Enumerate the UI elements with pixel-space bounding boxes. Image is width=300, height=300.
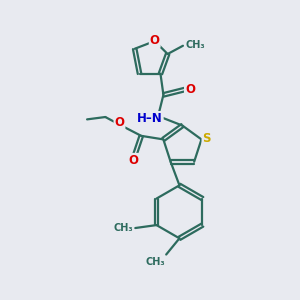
- Text: CH₃: CH₃: [185, 40, 205, 50]
- Text: O: O: [128, 154, 138, 167]
- Text: H–N: H–N: [137, 112, 163, 125]
- Text: O: O: [115, 116, 124, 129]
- Text: O: O: [185, 83, 195, 96]
- Text: CH₃: CH₃: [113, 223, 133, 233]
- Text: O: O: [150, 34, 160, 47]
- Text: CH₃: CH₃: [145, 257, 165, 267]
- Text: S: S: [202, 132, 211, 145]
